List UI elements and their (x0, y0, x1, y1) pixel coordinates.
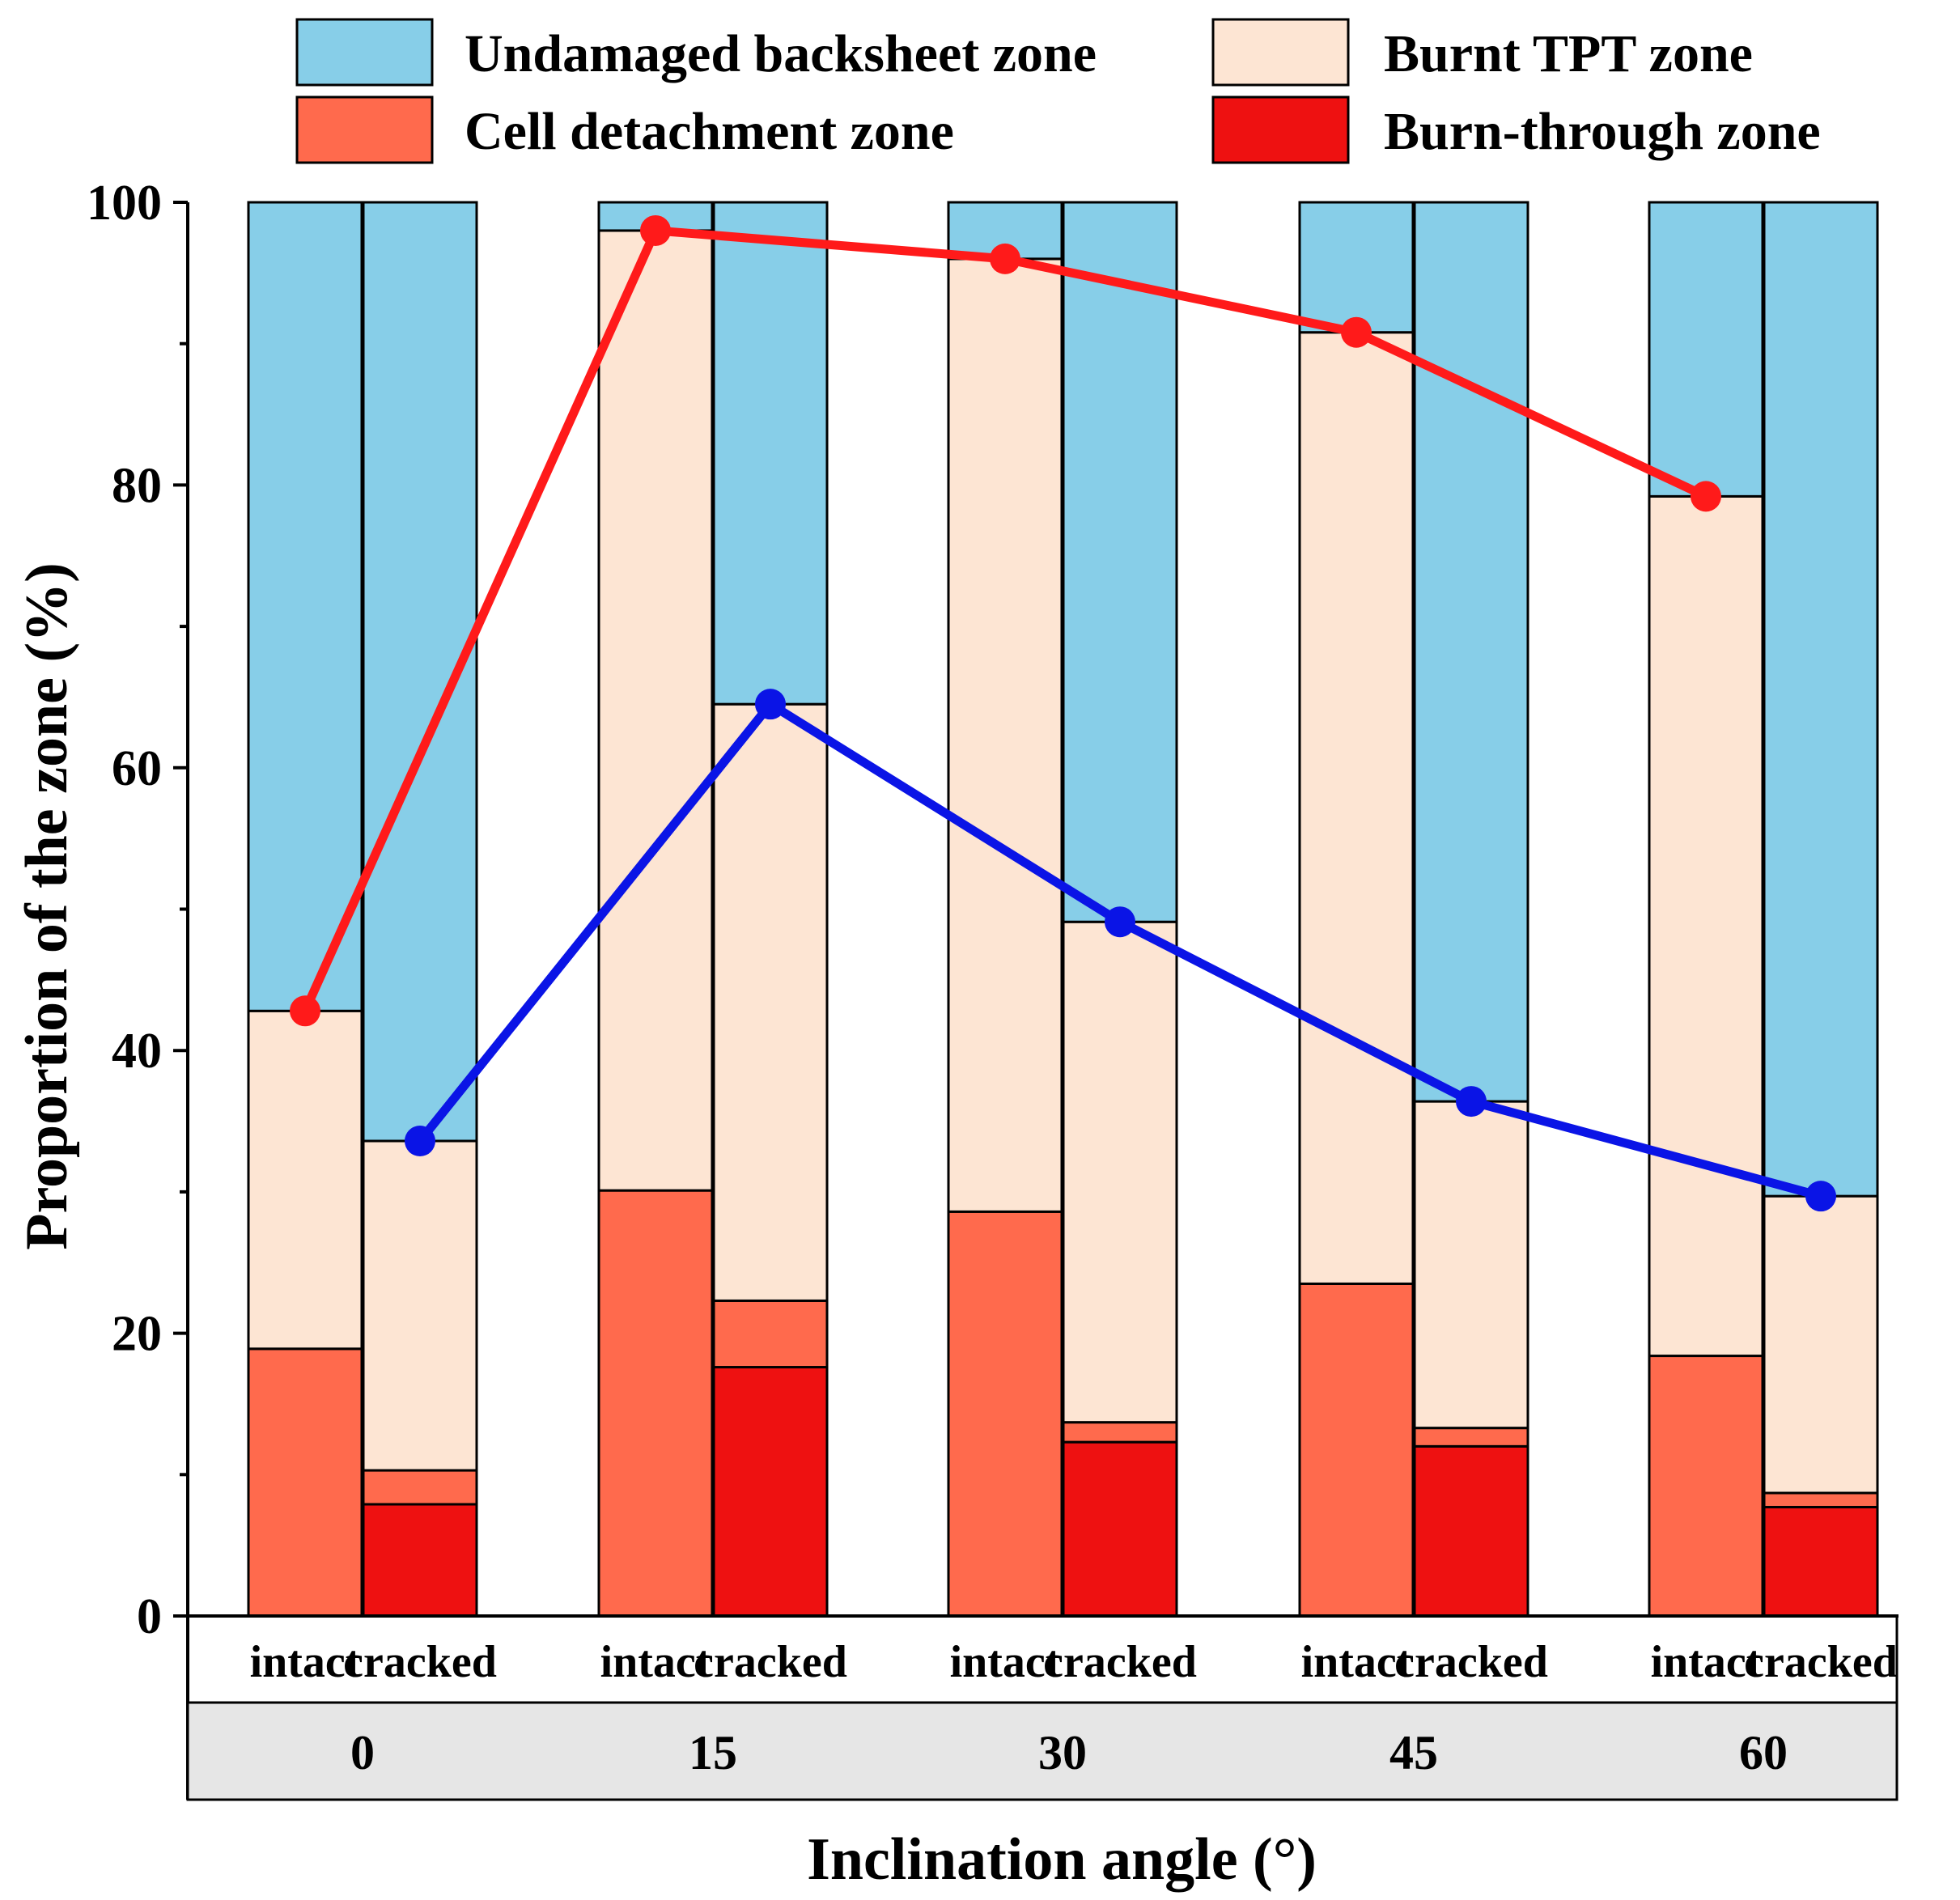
bar-burnt_tpt-intact-60 (1648, 494, 1764, 1358)
bar-cell_detachment-intact-60 (1648, 1355, 1764, 1618)
angle-label-30: 30 (1038, 1726, 1087, 1779)
bar-cell_detachment-cracked-30 (1062, 1421, 1178, 1444)
angle-label-45: 45 (1389, 1726, 1438, 1779)
bar-undamaged-intact-60 (1648, 201, 1764, 498)
legend-label-cell-detachment: Cell detachment zone (465, 102, 954, 161)
bar-cell_detachment-cracked-60 (1763, 1491, 1879, 1508)
y-tick-label-20: 20 (112, 1307, 162, 1362)
bar-burn_through-cracked-30 (1062, 1440, 1178, 1618)
point-intact-0 (290, 995, 320, 1027)
angle-band-background (186, 1701, 1898, 1801)
bar-burnt_tpt-cracked-30 (1062, 920, 1178, 1424)
group-labels: intactcracked0intactcracked15intactcrack… (250, 1637, 1898, 1779)
condition-label-cracked-15: cracked (694, 1637, 847, 1687)
condition-label-intact-45: intact (1301, 1637, 1412, 1687)
condition-label-intact-0: intact (250, 1637, 361, 1687)
legend-swatch-undamaged (295, 18, 434, 87)
y-axis-title: Proportion of the zone (%) (14, 562, 80, 1249)
bars (247, 201, 1879, 1618)
bar-cell_detachment-cracked-45 (1413, 1427, 1529, 1448)
bar-burnt_tpt-intact-45 (1298, 331, 1415, 1285)
condition-label-intact-60: intact (1651, 1637, 1762, 1687)
bar-undamaged-cracked-15 (712, 201, 829, 706)
condition-label-cracked-45: cracked (1394, 1637, 1548, 1687)
point-intact-15 (640, 214, 671, 246)
legend-label-burnt-tpt: Burnt TPT zone (1384, 24, 1753, 83)
point-intact-45 (1341, 316, 1372, 348)
condition-label-cracked-30: cracked (1043, 1637, 1197, 1687)
bar-cell_detachment-intact-15 (597, 1189, 714, 1618)
x-axis-title: Inclination angle (°) (807, 1826, 1317, 1893)
bar-cell_detachment-cracked-15 (712, 1299, 829, 1369)
x-axis-band (186, 1616, 1898, 1801)
bar-burnt_tpt-cracked-0 (362, 1139, 478, 1472)
bar-burn_through-cracked-45 (1413, 1444, 1529, 1618)
condition-label-intact-15: intact (600, 1637, 711, 1687)
legend-label-undamaged: Undamaged backsheet zone (465, 24, 1097, 83)
angle-label-0: 0 (350, 1726, 375, 1779)
bar-cell_detachment-intact-0 (247, 1347, 363, 1618)
y-tick-label-40: 40 (112, 1024, 162, 1079)
bar-cell_detachment-intact-45 (1298, 1282, 1415, 1618)
point-intact-30 (990, 243, 1020, 274)
point-intact-60 (1691, 481, 1721, 512)
bar-cell_detachment-cracked-0 (362, 1469, 478, 1506)
bar-burnt_tpt-cracked-15 (712, 702, 829, 1302)
point-cracked-0 (405, 1126, 435, 1157)
bar-burnt_tpt-cracked-60 (1763, 1194, 1879, 1495)
bar-undamaged-cracked-60 (1763, 201, 1879, 1198)
legend-label-burn-through: Burn-through zone (1384, 102, 1821, 161)
bar-undamaged-cracked-45 (1413, 201, 1529, 1103)
condition-label-cracked-0: cracked (343, 1637, 497, 1687)
y-tick-label-100: 100 (87, 176, 162, 231)
bar-burnt_tpt-intact-0 (247, 1009, 363, 1351)
y-tick-label-80: 80 (112, 458, 162, 513)
y-ticks: 0 20 40 60 80 100 (87, 176, 188, 1644)
bar-undamaged-cracked-30 (1062, 201, 1178, 923)
point-cracked-60 (1805, 1181, 1836, 1212)
legend-swatch-burn-through (1211, 95, 1350, 164)
bar-undamaged-intact-45 (1298, 201, 1415, 334)
bar-burn_through-cracked-60 (1763, 1505, 1879, 1618)
bar-burn_through-cracked-0 (362, 1503, 478, 1618)
legend-swatch-cell-detachment (295, 95, 434, 164)
y-tick-label-60: 60 (112, 741, 162, 796)
bar-burnt_tpt-intact-30 (947, 257, 1063, 1213)
bar-cell_detachment-intact-30 (947, 1210, 1063, 1618)
point-cracked-45 (1456, 1086, 1487, 1118)
point-cracked-15 (755, 689, 786, 720)
point-cracked-30 (1105, 906, 1135, 938)
bar-burnt_tpt-intact-15 (597, 229, 714, 1192)
legend-swatch-burnt-tpt (1211, 18, 1350, 87)
angle-label-15: 15 (689, 1726, 737, 1779)
condition-label-intact-30: intact (950, 1637, 1061, 1687)
bar-undamaged-intact-0 (247, 201, 363, 1012)
angle-label-60: 60 (1739, 1726, 1788, 1779)
bar-burn_through-cracked-15 (712, 1366, 829, 1618)
condition-label-cracked-60: cracked (1744, 1637, 1898, 1687)
legend: Undamaged backsheet zone Burnt TPT zone … (295, 18, 1821, 164)
bar-burnt_tpt-cracked-45 (1413, 1100, 1529, 1430)
trend-lines (290, 214, 1836, 1212)
axes (186, 202, 1898, 1800)
y-tick-label-0: 0 (137, 1589, 162, 1644)
